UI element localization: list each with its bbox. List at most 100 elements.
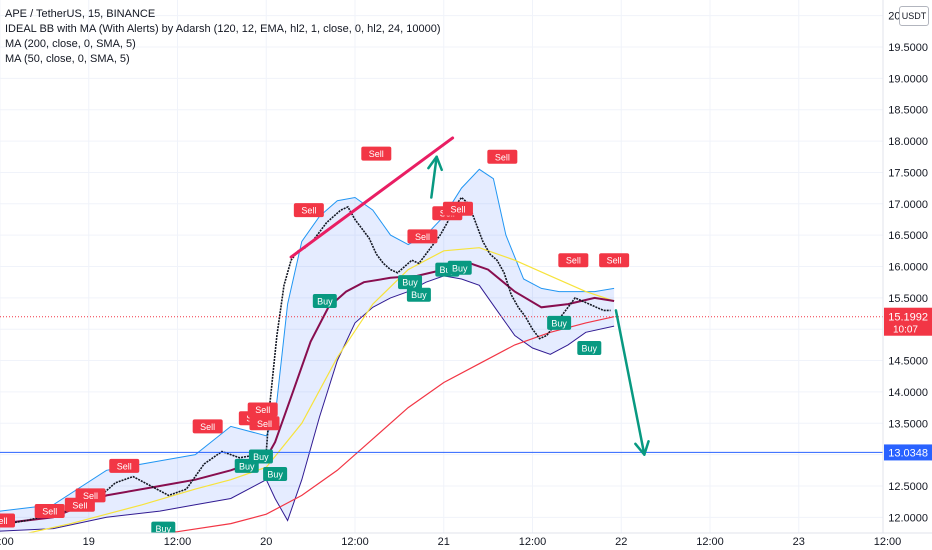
down-arrow[interactable] <box>614 309 646 456</box>
up-arrow-head[interactable] <box>427 155 443 172</box>
last-price-tag[interactable] <box>884 307 932 336</box>
sell-signal-label: Sell <box>558 253 589 268</box>
signal-text: Sell <box>257 419 272 429</box>
signal-box <box>249 416 280 431</box>
signal-text: Sell <box>117 461 132 471</box>
chart-legend: APE / TetherUS, 15, BINANCE IDEAL BB wit… <box>5 7 441 67</box>
sell-signal-label: Sell <box>407 229 438 244</box>
buy-signal-label: Buy <box>248 449 273 464</box>
price-axis[interactable]: 12.000012.500013.000013.500014.000014.50… <box>882 0 932 550</box>
indicator-ma50[interactable]: MA (50, close, 0, SMA, 5) <box>5 53 130 65</box>
signal-box <box>75 488 106 503</box>
signal-text: Buy <box>411 290 427 300</box>
signal-text: Sell <box>83 491 98 501</box>
last-price-value: 15.1992 <box>888 312 928 324</box>
price-tick-label: 18.5000 <box>888 105 928 117</box>
price-tick-label: 16.0000 <box>888 262 928 274</box>
signal-box <box>407 229 438 244</box>
signal-text: Buy <box>239 461 255 471</box>
signal-box <box>558 253 589 268</box>
buy-signal-label: Buy <box>577 341 602 356</box>
time-tick-label: 22 <box>615 536 627 548</box>
buy-signal-label: Buy <box>547 315 572 330</box>
sell-signal-label: Sell <box>75 488 106 503</box>
signal-box <box>293 203 324 218</box>
sell-signal-label: Sell <box>293 203 324 218</box>
signal-box <box>247 402 278 417</box>
price-tick-label: 19.5000 <box>888 42 928 54</box>
time-tick-label: 12:00 <box>519 536 547 548</box>
buy-signal-label: Buy <box>312 293 337 308</box>
buy-signal-label: Buy <box>398 275 423 290</box>
price-tick-label: 16.5000 <box>888 230 928 242</box>
price-tick-label: 15.5000 <box>888 293 928 305</box>
time-tick-label: 23 <box>793 536 805 548</box>
signal-text: Sell <box>42 507 57 517</box>
signal-text: Buy <box>452 263 468 273</box>
signal-text: Sell <box>369 149 384 159</box>
level-price-tag[interactable] <box>884 444 932 461</box>
signal-text: Buy <box>317 296 333 306</box>
up-arrow[interactable] <box>430 155 438 199</box>
symbol-title[interactable]: APE / TetherUS, 15, BINANCE <box>5 8 156 20</box>
indicator-ma200[interactable]: MA (200, close, 0, SMA, 5) <box>5 38 136 50</box>
price-tick-label: 19.0000 <box>888 73 928 85</box>
sell-signal-label: Sell <box>487 149 518 164</box>
signal-text: Sell <box>607 256 622 266</box>
indicator-bb[interactable]: IDEAL BB with MA (With Alerts) by Adarsh… <box>5 23 441 35</box>
price-tick-label: 18.0000 <box>888 136 928 148</box>
currency-button[interactable]: USDT <box>899 6 929 26</box>
drawings[interactable] <box>289 136 650 456</box>
price-tick-label: 12.0000 <box>888 512 928 524</box>
bb-basis-line <box>0 262 615 525</box>
price-tick-label: 17.0000 <box>888 199 928 211</box>
time-tick-label: 20 <box>260 536 272 548</box>
price-tick-label: 14.0000 <box>888 387 928 399</box>
sell-signal-label: Sell <box>247 402 278 417</box>
signal-box <box>263 467 288 482</box>
signal-text: Sell <box>415 232 430 242</box>
signal-box <box>0 513 15 528</box>
level-price-value: 13.0348 <box>888 447 928 459</box>
time-tick-label: 12:00 <box>341 536 369 548</box>
price-tick-label: 13.5000 <box>888 418 928 430</box>
buy-signal-label: Buy <box>263 467 288 482</box>
buy-signal-label: Buy <box>447 260 472 275</box>
sell-signal-label: Sell <box>442 201 473 216</box>
price-lines <box>0 196 883 545</box>
signal-text: Sell <box>72 500 87 510</box>
signal-box <box>442 201 473 216</box>
sell-signal-label: Sell <box>0 513 15 528</box>
signal-box <box>447 260 472 275</box>
signal-box <box>34 504 65 519</box>
time-axis[interactable]: 12:00 19 12:00 20 12:00 21 12:00 22 12:00 23 12:00 <box>0 532 932 550</box>
signal-text: Sell <box>450 204 465 214</box>
signal-text: Sell <box>200 422 215 432</box>
signal-text: Buy <box>551 318 567 328</box>
sell-signal-label: Sell <box>192 419 223 434</box>
upper-band-line <box>0 168 615 512</box>
price-tick-label: 17.5000 <box>888 167 928 179</box>
time-tick-label: 12:00 <box>874 536 902 548</box>
signal-box <box>361 146 392 161</box>
down-arrow-head[interactable] <box>634 440 650 456</box>
signal-text: Sell <box>301 206 316 216</box>
sell-signal-label: Sell <box>34 504 65 519</box>
signal-text: Buy <box>253 452 269 462</box>
signal-box <box>398 275 423 290</box>
signal-text: Sell <box>255 405 270 415</box>
signal-text: Sell <box>0 516 8 526</box>
sell-signal-label: Sell <box>361 146 392 161</box>
sell-signal-label: Sell <box>109 458 140 473</box>
signal-text: Buy <box>402 278 418 288</box>
signal-text: Buy <box>156 524 172 534</box>
trendline[interactable] <box>289 136 455 259</box>
bar-countdown: 10:07 <box>893 325 918 336</box>
signal-box <box>151 521 176 536</box>
signal-labels: SellSellSellSellSellBuySellSellSellSellB… <box>0 146 630 536</box>
lower-band-line <box>0 275 615 532</box>
signal-box <box>599 253 630 268</box>
signal-text: Buy <box>267 470 283 480</box>
grid-lines <box>0 0 888 533</box>
